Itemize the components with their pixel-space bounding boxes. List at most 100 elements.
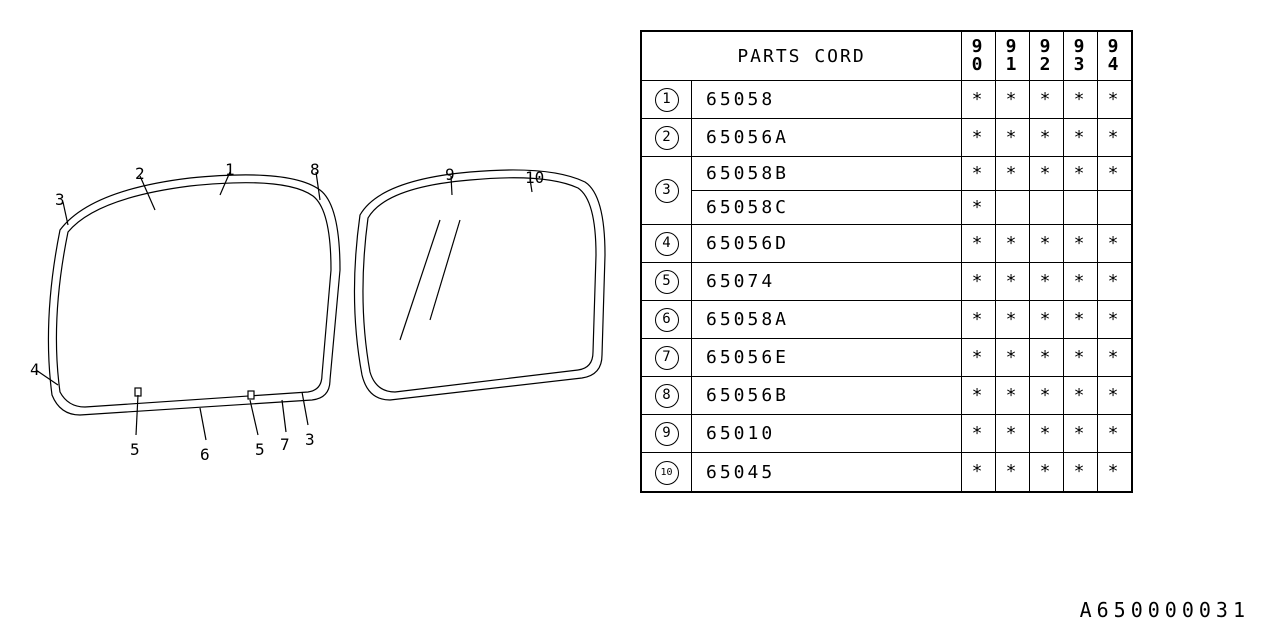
table-row: 165058***** xyxy=(642,81,1132,119)
applicability-mark: * xyxy=(962,453,996,492)
applicability-mark: * xyxy=(1064,119,1098,157)
part-code-cell: 65074 xyxy=(692,263,962,301)
table-row: 1065045***** xyxy=(642,453,1132,492)
applicability-mark: * xyxy=(996,119,1030,157)
table-header-row: PARTS CORD 9091929394 xyxy=(642,32,1132,81)
applicability-mark: * xyxy=(1064,415,1098,453)
callout-number: 5 xyxy=(255,440,265,459)
circled-number: 1 xyxy=(655,88,679,112)
circled-number: 8 xyxy=(655,384,679,408)
applicability-mark: * xyxy=(996,415,1030,453)
applicability-mark: * xyxy=(1098,263,1132,301)
parts-table-container: PARTS CORD 9091929394 165058*****265056A… xyxy=(640,30,1133,493)
parts-cord-header: PARTS CORD xyxy=(642,32,962,81)
applicability-mark: * xyxy=(1030,157,1064,191)
applicability-mark: * xyxy=(1098,453,1132,492)
table-row: 465056D***** xyxy=(642,225,1132,263)
applicability-mark: * xyxy=(962,415,996,453)
applicability-mark: * xyxy=(1098,119,1132,157)
row-index-cell: 5 xyxy=(642,263,692,301)
table-row: 365058B***** xyxy=(642,157,1132,191)
part-code-cell: 65058A xyxy=(692,301,962,339)
applicability-mark: * xyxy=(1064,377,1098,415)
callout-number: 7 xyxy=(280,435,290,454)
circled-number: 7 xyxy=(655,346,679,370)
callout-number: 10 xyxy=(525,168,544,187)
year-column-header: 91 xyxy=(996,32,1030,81)
applicability-mark: * xyxy=(1030,415,1064,453)
callout-number: 1 xyxy=(225,160,235,179)
applicability-mark xyxy=(996,191,1030,225)
applicability-mark: * xyxy=(1064,81,1098,119)
row-index-cell: 7 xyxy=(642,339,692,377)
table-row: 565074***** xyxy=(642,263,1132,301)
row-index-cell: 1 xyxy=(642,81,692,119)
applicability-mark: * xyxy=(1030,339,1064,377)
applicability-mark: * xyxy=(1030,81,1064,119)
row-index-cell: 6 xyxy=(642,301,692,339)
year-column-header: 93 xyxy=(1064,32,1098,81)
applicability-mark: * xyxy=(1064,339,1098,377)
callout-number: 9 xyxy=(445,165,455,184)
applicability-mark: * xyxy=(1030,119,1064,157)
part-code-cell: 65056E xyxy=(692,339,962,377)
year-column-header: 90 xyxy=(962,32,996,81)
row-index-cell: 10 xyxy=(642,453,692,492)
callout-number: 8 xyxy=(310,160,320,179)
applicability-mark: * xyxy=(1030,225,1064,263)
applicability-mark: * xyxy=(1030,377,1064,415)
part-code-cell: 65056A xyxy=(692,119,962,157)
row-index-cell: 8 xyxy=(642,377,692,415)
applicability-mark: * xyxy=(996,225,1030,263)
diagram-svg xyxy=(30,160,610,490)
table-row: 265056A***** xyxy=(642,119,1132,157)
row-index-cell: 2 xyxy=(642,119,692,157)
applicability-mark: * xyxy=(996,81,1030,119)
table-row: 965010***** xyxy=(642,415,1132,453)
applicability-mark: * xyxy=(1064,225,1098,263)
table-row: 765056E***** xyxy=(642,339,1132,377)
applicability-mark: * xyxy=(1098,301,1132,339)
part-code-cell: 65056D xyxy=(692,225,962,263)
applicability-mark: * xyxy=(962,119,996,157)
row-index-cell: 9 xyxy=(642,415,692,453)
table-row: 665058A***** xyxy=(642,301,1132,339)
circled-number: 5 xyxy=(655,270,679,294)
applicability-mark: * xyxy=(1064,301,1098,339)
applicability-mark: * xyxy=(996,157,1030,191)
applicability-mark: * xyxy=(996,301,1030,339)
applicability-mark: * xyxy=(996,377,1030,415)
applicability-mark: * xyxy=(1030,301,1064,339)
year-column-header: 94 xyxy=(1098,32,1132,81)
callout-number: 2 xyxy=(135,164,145,183)
part-code-cell: 65056B xyxy=(692,377,962,415)
applicability-mark: * xyxy=(1098,377,1132,415)
applicability-mark: * xyxy=(1098,225,1132,263)
circled-number: 10 xyxy=(655,461,679,485)
applicability-mark: * xyxy=(996,263,1030,301)
part-code-cell: 65058B xyxy=(692,157,962,191)
applicability-mark: * xyxy=(1098,415,1132,453)
parts-table: PARTS CORD 9091929394 165058*****265056A… xyxy=(641,31,1132,492)
part-code-cell: 65010 xyxy=(692,415,962,453)
applicability-mark: * xyxy=(1064,263,1098,301)
circled-number: 6 xyxy=(655,308,679,332)
applicability-mark: * xyxy=(962,81,996,119)
applicability-mark xyxy=(1064,191,1098,225)
table-row: 865056B***** xyxy=(642,377,1132,415)
year-column-header: 92 xyxy=(1030,32,1064,81)
table-row: 65058C* xyxy=(642,191,1132,225)
applicability-mark: * xyxy=(962,377,996,415)
applicability-mark: * xyxy=(1064,157,1098,191)
applicability-mark: * xyxy=(962,339,996,377)
callout-number: 6 xyxy=(200,445,210,464)
reference-id: A650000031 xyxy=(1080,598,1250,622)
part-code-cell: 65058C xyxy=(692,191,962,225)
part-code-cell: 65045 xyxy=(692,453,962,492)
applicability-mark: * xyxy=(962,191,996,225)
circled-number: 2 xyxy=(655,126,679,150)
applicability-mark: * xyxy=(962,263,996,301)
circled-number: 9 xyxy=(655,422,679,446)
circled-number: 3 xyxy=(655,179,679,203)
applicability-mark: * xyxy=(962,225,996,263)
